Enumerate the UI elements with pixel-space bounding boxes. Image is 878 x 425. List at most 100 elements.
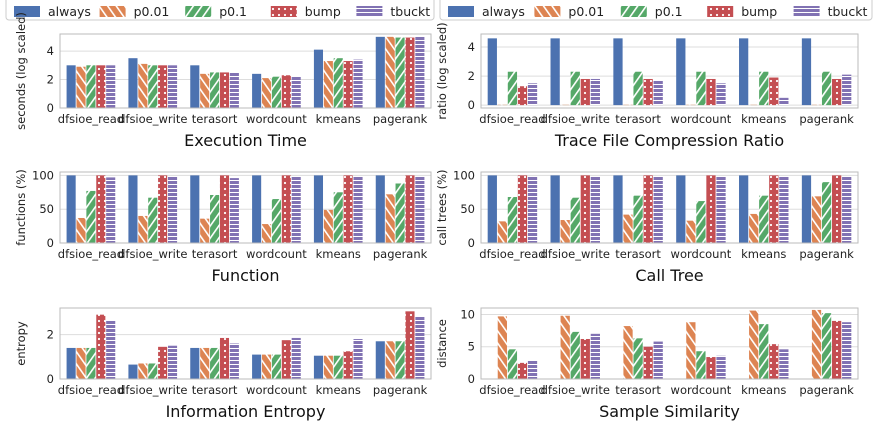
x-tick-label: pagerank [373,112,428,126]
y-axis-label: distance [435,319,449,368]
bar-always-wordcount [252,175,262,243]
x-tick-label: dfsioe_write [541,383,610,397]
bar-tbuckt-wordcount [291,176,301,243]
bar-always-wordcount [676,38,686,106]
y-axis-label: functions (%) [14,169,28,246]
y-tick-label: 0 [47,372,54,386]
x-tick-label: dfsioe_read [479,383,545,397]
bar-p0-01-pagerank [385,194,395,243]
legend-label-p0-01: p0.01 [134,4,170,19]
axes-frame [59,307,432,380]
x-tick-label: wordcount [671,383,732,397]
bar-p0-01-dfsioe-read [76,217,86,243]
legend-swatch-tbuckt [356,6,383,17]
bar-p0-1-wordcount [271,354,281,379]
legend-label-p0-1: p0.1 [219,4,247,19]
bar-p0-01-pagerank [385,36,395,108]
bar-p0-1-terasort [210,194,220,243]
bar-p0-1-dfsioe-write [570,71,580,106]
bar-tbuckt-terasort [229,343,239,379]
bar-p0-1-pagerank [395,37,405,108]
bar-p0-01-terasort [200,218,210,243]
legend-2: always p0.01 p0.1 bump tbuckt [439,0,873,21]
bar-p0-01-dfsioe-write [138,363,148,379]
bar-tbuckt-terasort [653,80,663,106]
bar-always-pagerank [375,175,385,243]
bar-tbuckt-wordcount [716,355,726,379]
bar-bump-kmeans [343,175,353,243]
bar-bump-dfsioe-write [580,338,590,379]
x-tick-label: dfsioe_read [58,247,124,261]
bar-always-dfsioe-write [128,364,138,379]
bar-p0-01-dfsioe-read [497,316,507,379]
bar-bump-dfsioe-write [158,65,168,108]
legend-label-always: always [48,4,91,19]
bar-p0-1-wordcount [271,199,281,243]
bar-always-dfsioe-read [487,175,497,243]
x-tick-label: kmeans [741,383,786,397]
bar-p0-1-dfsioe-read [507,197,518,243]
bar-always-wordcount [252,354,262,379]
bar-p0-01-wordcount [261,354,272,379]
bar-p0-1-pagerank [821,313,832,379]
bar-always-dfsioe-read [66,347,76,379]
y-tick-label: 2 [47,73,54,87]
bar-bump-pagerank [405,311,415,379]
bar-always-pagerank [375,341,385,379]
bar-bump-wordcount [706,175,716,243]
bar-p0-1-terasort [210,347,220,379]
bar-tbuckt-wordcount [291,337,301,379]
bar-bump-wordcount [281,175,291,243]
bar-p0-01-dfsioe-read [76,66,86,108]
bar-always-kmeans [739,175,749,243]
bar-tbuckt-pagerank [415,176,425,243]
legend-label-bump: bump [741,4,777,19]
bar-p0-1-kmeans [333,355,343,379]
bar-bump-dfsioe-read [517,362,528,379]
x-tick-label: pagerank [799,247,854,261]
bar-always-pagerank [801,175,812,243]
y-tick-label: 0 [468,372,475,386]
bar-bump-dfsioe-write [158,346,168,379]
bar-always-pagerank [375,36,385,108]
bar-bump-wordcount [281,75,291,108]
bar-tbuckt-kmeans [353,176,363,243]
legend-label-tbuckt: tbuckt [390,4,430,19]
bar-tbuckt-dfsioe-read [527,176,538,243]
bar-always-terasort [613,175,623,243]
bar-p0-01-dfsioe-read [76,347,86,379]
bar-always-terasort [613,38,623,106]
bar-tbuckt-terasort [653,341,663,379]
panel-title: Information Entropy [166,402,326,421]
bar-tbuckt-dfsioe-read [527,83,538,106]
legend-label-always: always [482,4,525,19]
legend-label-tbuckt: tbuckt [828,4,868,19]
bar-p0-1-pagerank [395,183,405,243]
y-tick-label: 4 [468,40,475,54]
bar-p0-1-dfsioe-read [507,349,518,379]
bar-tbuckt-dfsioe-read [106,320,116,379]
bar-bump-terasort [219,175,230,243]
bar-p0-1-dfsioe-write [148,363,158,379]
bar-p0-1-kmeans [333,58,343,108]
legend-swatch-p0-01 [534,6,561,17]
bar-bump-dfsioe-read [517,86,528,106]
bar-bump-kmeans [769,175,779,243]
y-tick-label: 0 [468,98,475,112]
bar-p0-01-pagerank [811,309,822,379]
bar-tbuckt-pagerank [842,74,852,106]
bar-tbuckt-dfsioe-write [167,176,178,243]
bar-p0-01-terasort [623,214,633,243]
bar-always-dfsioe-read [66,65,76,108]
bar-bump-terasort [643,78,653,106]
bar-always-terasort [190,65,200,108]
panel-title: Call Tree [635,266,703,285]
bar-bump-dfsioe-read [96,314,106,379]
bar-p0-1-dfsioe-read [86,347,96,379]
